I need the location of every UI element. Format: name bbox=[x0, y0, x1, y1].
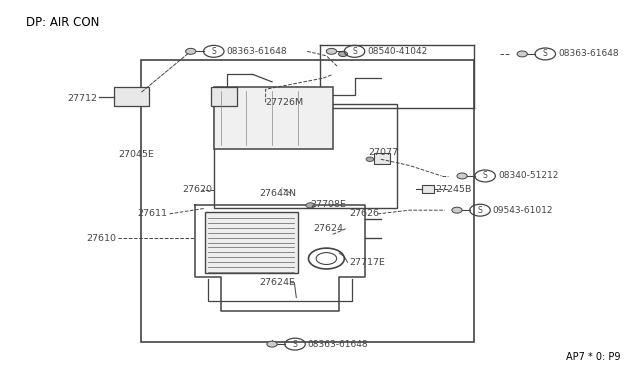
Text: S: S bbox=[483, 171, 488, 180]
Text: 09543-61012: 09543-61012 bbox=[493, 206, 554, 215]
Circle shape bbox=[306, 203, 315, 208]
Text: 27620: 27620 bbox=[182, 185, 212, 194]
Bar bbox=[214, 87, 333, 149]
Text: 08540-41042: 08540-41042 bbox=[367, 47, 428, 56]
Text: 27077: 27077 bbox=[368, 148, 398, 157]
Text: 27712: 27712 bbox=[67, 94, 97, 103]
Text: 08340-51212: 08340-51212 bbox=[498, 171, 558, 180]
Circle shape bbox=[366, 157, 374, 161]
Circle shape bbox=[517, 51, 527, 57]
Bar bbox=[205, 212, 298, 273]
Bar bbox=[114, 87, 149, 106]
Text: 27717E: 27717E bbox=[349, 258, 385, 267]
Bar bbox=[422, 185, 434, 193]
Bar bbox=[211, 87, 237, 106]
Text: S: S bbox=[352, 47, 357, 56]
Text: 08363-61648: 08363-61648 bbox=[227, 47, 287, 56]
Circle shape bbox=[339, 51, 348, 57]
Text: DP: AIR CON: DP: AIR CON bbox=[26, 16, 99, 29]
Text: 27610: 27610 bbox=[86, 234, 116, 243]
Circle shape bbox=[452, 207, 462, 213]
Text: 27624E: 27624E bbox=[259, 278, 295, 287]
Text: S: S bbox=[477, 206, 483, 215]
Text: 27245B: 27245B bbox=[435, 185, 472, 194]
Text: 27611: 27611 bbox=[138, 209, 168, 218]
Text: 27708E: 27708E bbox=[310, 200, 346, 209]
Bar bbox=[141, 60, 474, 342]
Bar bbox=[374, 153, 390, 164]
Circle shape bbox=[326, 48, 337, 54]
Text: S: S bbox=[543, 49, 548, 58]
Circle shape bbox=[267, 341, 277, 347]
Text: 08363-61648: 08363-61648 bbox=[558, 49, 619, 58]
Text: AP7 * 0: P9: AP7 * 0: P9 bbox=[566, 352, 621, 362]
Text: 27644N: 27644N bbox=[259, 189, 296, 198]
Text: 27045E: 27045E bbox=[118, 150, 154, 159]
Circle shape bbox=[457, 173, 467, 179]
Text: 27726M: 27726M bbox=[266, 98, 304, 107]
Text: S: S bbox=[211, 47, 216, 56]
Text: S: S bbox=[292, 340, 298, 349]
Text: 27626: 27626 bbox=[349, 209, 379, 218]
Bar bbox=[214, 104, 397, 208]
Text: 08363-61648: 08363-61648 bbox=[308, 340, 369, 349]
Text: 27624: 27624 bbox=[314, 224, 344, 233]
Circle shape bbox=[186, 48, 196, 54]
